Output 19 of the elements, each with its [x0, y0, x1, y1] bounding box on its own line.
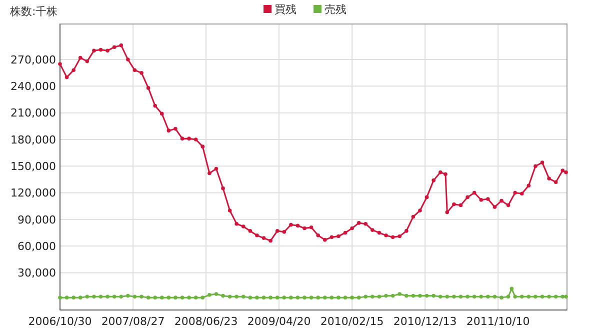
x-tick-label: 2006/10/30	[28, 315, 92, 328]
x-tick-label: 2011/10/10	[466, 315, 530, 328]
y-tick-label: 60,000	[18, 240, 56, 253]
y-tick-label: 150,000	[10, 160, 56, 173]
x-tick-label: 2009/04/20	[247, 315, 311, 328]
y-tick-label: 180,000	[10, 133, 56, 146]
x-tick-label: 2007/08/27	[101, 315, 165, 328]
x-tick-label: 2010/02/15	[320, 315, 384, 328]
y-tick-label: 30,000	[18, 266, 56, 280]
y-tick-label: 210,000	[10, 106, 56, 120]
y-tick-label: 240,000	[10, 80, 56, 94]
legend-label: 売残	[324, 3, 346, 16]
y-tick-label: 270,000	[10, 53, 56, 66]
x-tick-label: 2010/12/13	[393, 315, 457, 328]
y-axis-title: 株数:千株	[9, 5, 58, 18]
x-tick-label: 2008/06/23	[174, 315, 238, 328]
legend-label: 買残	[274, 3, 296, 16]
y-tick-label: 120,000	[10, 186, 56, 200]
y-tick-label: 90,000	[18, 213, 56, 226]
